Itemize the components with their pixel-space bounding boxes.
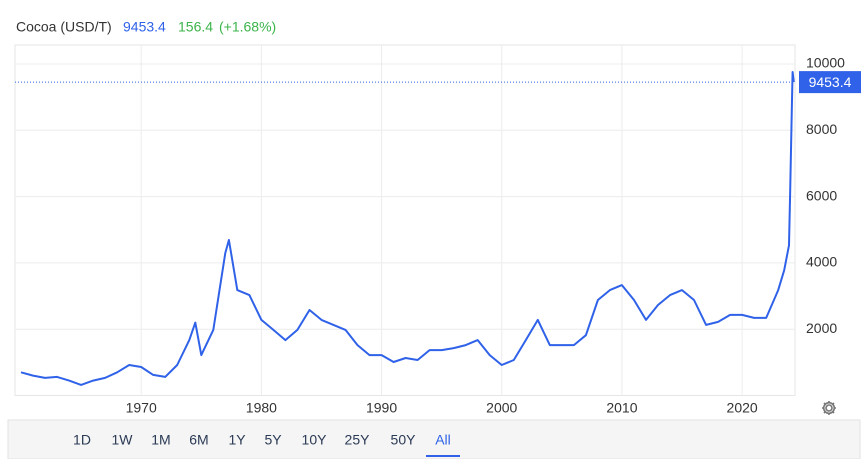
range-button[interactable]: 1M: [151, 432, 170, 448]
x-tick-label: 2020: [727, 400, 758, 416]
x-tick-label: 1990: [366, 400, 397, 416]
range-button[interactable]: All: [435, 432, 451, 448]
x-tick-label: 2000: [486, 400, 517, 416]
range-button[interactable]: 5Y: [264, 432, 282, 448]
settings-icon[interactable]: [822, 401, 836, 415]
range-button[interactable]: 6M: [189, 432, 208, 448]
y-tick-label: 10000: [806, 55, 845, 71]
chart-title: Cocoa (USD/T): [16, 19, 112, 35]
y-tick-label: 8000: [806, 121, 837, 137]
y-tick-label: 4000: [806, 254, 837, 270]
y-tick-label: 6000: [806, 187, 837, 203]
range-button[interactable]: 1D: [73, 432, 91, 448]
y-tick-label: 2000: [806, 320, 837, 336]
price-line: [20, 71, 795, 386]
range-button[interactable]: 1W: [112, 432, 134, 448]
price-change: 156.4: [178, 19, 213, 35]
plot-frame: [14, 44, 796, 396]
range-button[interactable]: 25Y: [345, 432, 371, 448]
range-toolbar: [7, 419, 861, 460]
last-price: 9453.4: [123, 19, 166, 35]
price-change-percent: (+1.68%): [219, 19, 276, 35]
x-tick-label: 2010: [606, 400, 637, 416]
x-tick-label: 1970: [126, 400, 157, 416]
range-button[interactable]: 50Y: [391, 432, 417, 448]
last-price-tag-label: 9453.4: [809, 74, 852, 90]
range-button[interactable]: 1Y: [228, 432, 246, 448]
last-price-tag: [799, 71, 861, 94]
range-button[interactable]: 10Y: [302, 432, 328, 448]
x-tick-label: 1980: [246, 400, 277, 416]
